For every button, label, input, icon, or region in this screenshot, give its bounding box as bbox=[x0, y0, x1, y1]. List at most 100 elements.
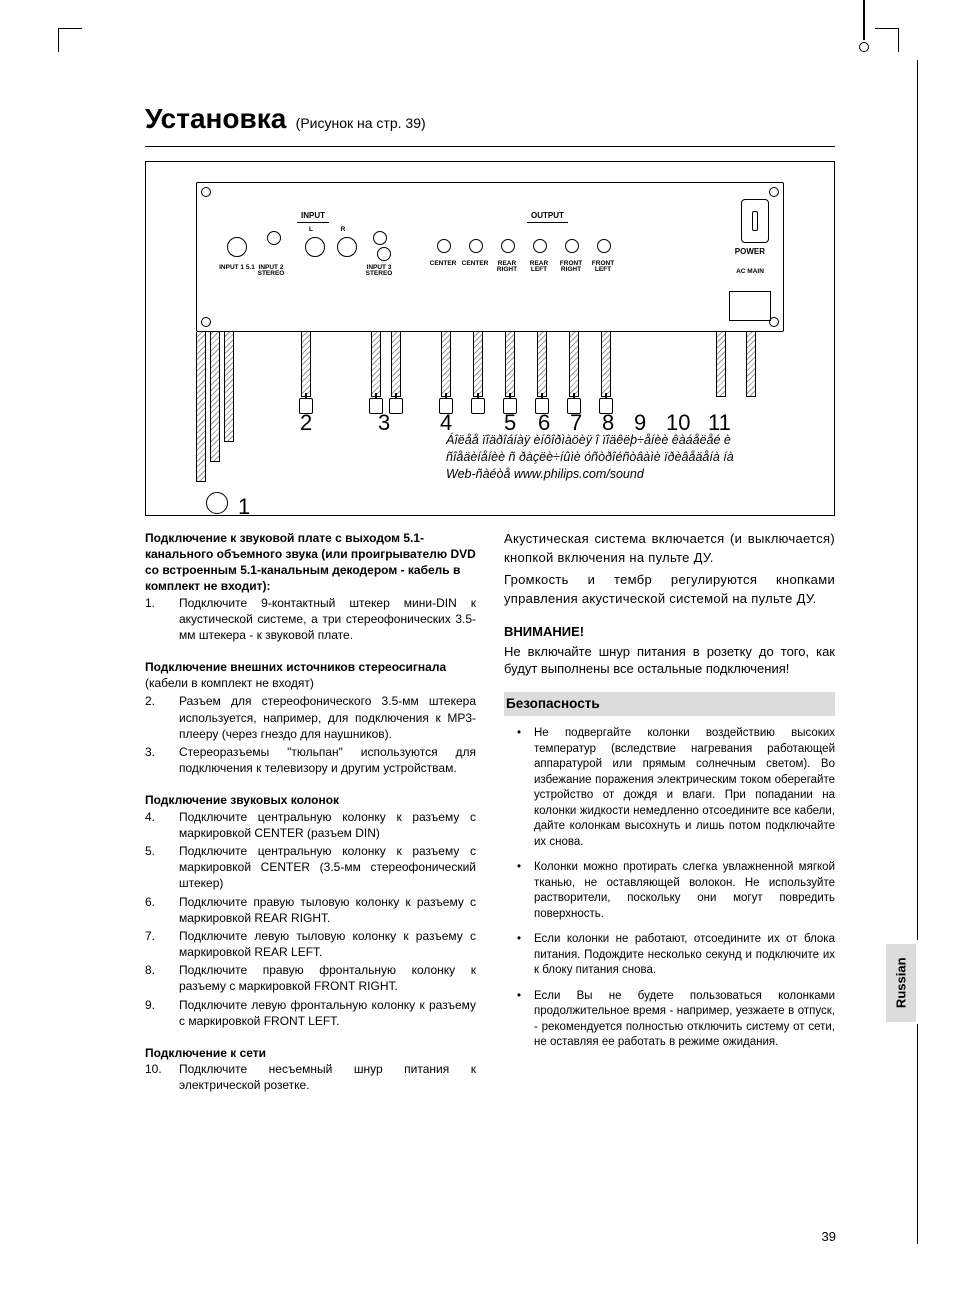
bullet-item: • Если колонки не работают, отсоедините … bbox=[504, 932, 835, 979]
jack-icon bbox=[377, 247, 391, 261]
screw-icon bbox=[769, 187, 779, 197]
jack-icon bbox=[597, 239, 611, 253]
page-heading: Установка (Рисунок на стр. 39) bbox=[145, 100, 835, 138]
trim-line bbox=[917, 60, 918, 940]
body-paragraph: Громкость и тембр регулируются кнопками … bbox=[504, 571, 835, 609]
bullet-icon: • bbox=[504, 932, 534, 979]
ac-label: AC MAIN bbox=[729, 269, 771, 276]
din-jack-icon bbox=[227, 237, 247, 257]
plug-icon bbox=[389, 398, 403, 414]
bullet-item: • Если Вы не будете пользоваться колонка… bbox=[504, 989, 835, 1051]
jack-label: FRONT RIGHT bbox=[553, 261, 589, 274]
list-number: 6. bbox=[145, 894, 179, 926]
list-number: 5. bbox=[145, 843, 179, 892]
language-tab: Russian bbox=[886, 944, 916, 1022]
output-section-label: OUTPUT bbox=[527, 211, 568, 223]
plug-icon bbox=[471, 398, 485, 414]
cable-icon bbox=[301, 332, 311, 397]
jack-label: CENTER bbox=[457, 261, 493, 268]
bullet-icon: • bbox=[504, 726, 534, 850]
cable-icon bbox=[371, 332, 381, 397]
list-item: 7. Подключите левую тыловую колонку к ра… bbox=[145, 928, 476, 960]
knob-icon bbox=[305, 237, 325, 257]
cable-icon bbox=[391, 332, 401, 397]
left-column: Подключение к звуковой плате с выходом 5… bbox=[145, 530, 476, 1096]
callout-number: 1 bbox=[238, 492, 250, 522]
jack-label: INPUT 3 STEREO bbox=[361, 265, 397, 278]
screw-icon bbox=[201, 187, 211, 197]
section-heading: Подключение внешних источников стереосиг… bbox=[145, 659, 476, 675]
ac-inlet-icon bbox=[729, 291, 771, 321]
jack-icon bbox=[565, 239, 579, 253]
bullet-item: • Колонки можно протирать слегка увлажне… bbox=[504, 860, 835, 922]
content-area: Установка (Рисунок на стр. 39) INPUT OUT… bbox=[145, 100, 835, 1096]
cable-icon bbox=[441, 332, 451, 397]
footnote-line: Áîëåå ïîäðîáíàÿ èíôîðìàöèÿ î ïîäêëþ÷åíèè… bbox=[446, 432, 808, 449]
page-title-note: (Рисунок на стр. 39) bbox=[296, 115, 426, 131]
body-paragraph: Акустическая система включается (и выклю… bbox=[504, 530, 835, 568]
list-item: 1. Подключите 9-контактный штекер мини-D… bbox=[145, 595, 476, 644]
jack-icon bbox=[533, 239, 547, 253]
cable-icon bbox=[716, 332, 726, 397]
list-number: 4. bbox=[145, 809, 179, 841]
bullet-icon: • bbox=[504, 989, 534, 1051]
list-text: Разъем для стереофонического 3.5-мм штек… bbox=[179, 693, 476, 742]
rear-panel: INPUT OUTPUT INPUT 1 5.1 INPUT 2 STEREO … bbox=[196, 182, 784, 332]
right-column: Акустическая система включается (и выклю… bbox=[504, 530, 835, 1096]
jack-icon bbox=[501, 239, 515, 253]
knob-icon bbox=[337, 237, 357, 257]
footnote-line: Web-ñàéòå www.philips.com/sound bbox=[446, 466, 808, 483]
jack-label: INPUT 1 5.1 bbox=[219, 265, 255, 272]
bullet-text: Не подвергайте колонки воздействию высок… bbox=[534, 726, 835, 850]
crop-mark-icon bbox=[58, 28, 82, 52]
registration-mark-icon bbox=[858, 0, 870, 55]
section-heading: Подключение к звуковой плате с выходом 5… bbox=[145, 530, 476, 595]
list-number: 3. bbox=[145, 744, 179, 776]
screw-icon bbox=[201, 317, 211, 327]
din-cable-icon bbox=[196, 332, 241, 512]
connection-diagram: INPUT OUTPUT INPUT 1 5.1 INPUT 2 STEREO … bbox=[145, 161, 835, 516]
callout-number: 2 bbox=[300, 408, 312, 438]
power-switch-icon bbox=[741, 199, 769, 243]
list-item: 4. Подключите центральную колонку к разъ… bbox=[145, 809, 476, 841]
bullet-text: Если Вы не будете пользоваться колонками… bbox=[534, 989, 835, 1051]
heading-rule bbox=[145, 146, 835, 147]
list-text: Подключите центральную колонку к разъему… bbox=[179, 809, 476, 841]
jack-label: R bbox=[325, 227, 361, 234]
list-number: 2. bbox=[145, 693, 179, 742]
jack-icon bbox=[469, 239, 483, 253]
section-heading: Подключение звуковых колонок bbox=[145, 792, 476, 808]
language-tab-label: Russian bbox=[892, 958, 910, 1009]
cable-icon bbox=[601, 332, 611, 397]
jack-icon bbox=[373, 231, 387, 245]
bullet-text: Если колонки не работают, отсоедините их… bbox=[534, 932, 835, 979]
list-text: Подключите 9-контактный штекер мини-DIN … bbox=[179, 595, 476, 644]
jack-label: L bbox=[293, 227, 329, 234]
list-item: 9. Подключите левую фронтальную колонку … bbox=[145, 997, 476, 1029]
cable-icon bbox=[505, 332, 515, 397]
jack-label: CENTER bbox=[425, 261, 461, 268]
jack-label: REAR RIGHT bbox=[489, 261, 525, 274]
jack-label: INPUT 2 STEREO bbox=[253, 265, 289, 278]
list-number: 7. bbox=[145, 928, 179, 960]
bullet-item: • Не подвергайте колонки воздействию выс… bbox=[504, 726, 835, 850]
list-text: Стереоразъемы "тюльпан" используются для… bbox=[179, 744, 476, 776]
safety-heading: Безопасность bbox=[504, 692, 835, 716]
list-item: 10. Подключите несъемный шнур питания к … bbox=[145, 1061, 476, 1093]
list-text: Подключите правую фронтальную колонку к … bbox=[179, 962, 476, 994]
section-note: (кабели в комплект не входят) bbox=[145, 675, 476, 691]
list-item: 5. Подключите центральную колонку к разъ… bbox=[145, 843, 476, 892]
jack-label: FRONT LEFT bbox=[585, 261, 621, 274]
trim-line bbox=[917, 1024, 918, 1244]
list-item: 3. Стереоразъемы "тюльпан" используются … bbox=[145, 744, 476, 776]
input-section-label: INPUT bbox=[297, 211, 329, 223]
cable-icon bbox=[473, 332, 483, 397]
jack-icon bbox=[267, 231, 281, 245]
page-title: Установка bbox=[145, 103, 286, 134]
power-label: POWER bbox=[735, 247, 765, 258]
list-number: 9. bbox=[145, 997, 179, 1029]
cable-icon bbox=[569, 332, 579, 397]
crop-mark-icon bbox=[875, 28, 899, 52]
page-number: 39 bbox=[822, 1228, 836, 1246]
list-item: 6. Подключите правую тыловую колонку к р… bbox=[145, 894, 476, 926]
